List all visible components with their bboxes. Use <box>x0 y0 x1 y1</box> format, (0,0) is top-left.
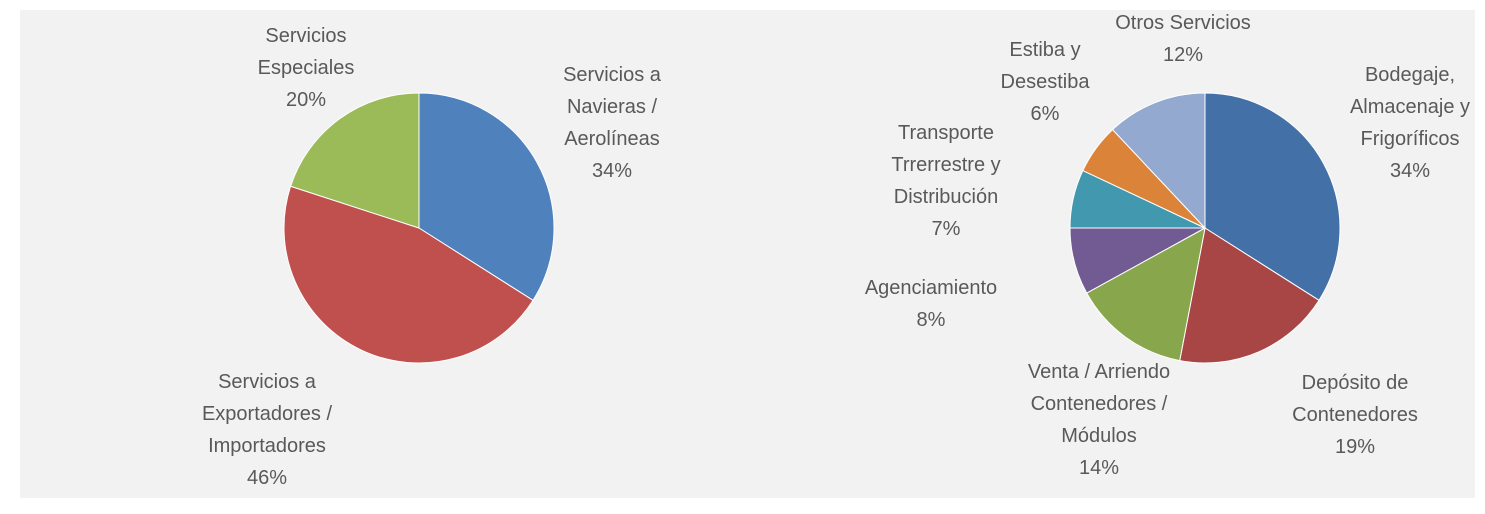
pie-slice <box>1111 92 1206 230</box>
category-label: Servicios a Navieras / Aerolíneas <box>563 64 661 150</box>
value-label: 46% <box>246 467 288 489</box>
pie-slice <box>1086 227 1206 362</box>
value-label: 8% <box>916 309 946 331</box>
value-label: 14% <box>1078 457 1120 479</box>
data-label: Depósito de Contenedores 19% <box>1270 367 1440 463</box>
category-label: Agenciamiento <box>864 277 998 299</box>
data-label: Agenciamiento 8% <box>836 272 1026 336</box>
category-label: Estiba y Desestiba <box>1000 39 1090 93</box>
pie-slice <box>1179 227 1320 364</box>
data-label: Bodegaje, Almacenaje y Frigoríficos 34% <box>1330 59 1485 187</box>
value-label: 20% <box>285 89 327 111</box>
value-label: 34% <box>591 160 633 182</box>
category-label: Depósito de Contenedores <box>1292 372 1418 426</box>
category-label: Servicios Especiales <box>257 25 355 79</box>
value-label: 34% <box>1389 160 1431 182</box>
data-label: Estiba y Desestiba 6% <box>985 34 1105 130</box>
pie-slice <box>289 92 420 229</box>
value-label: 6% <box>1030 103 1060 125</box>
data-label: Servicios a Exportadores / Importadores 4… <box>177 366 357 494</box>
data-label: Transporte Trrerrestre y Distribución 7% <box>871 117 1021 245</box>
value-label: 12% <box>1162 44 1204 66</box>
value-label: 19% <box>1334 436 1376 458</box>
pie-slice <box>1204 92 1341 302</box>
data-label: Otros Servicios 12% <box>1083 7 1283 71</box>
data-label: Servicios a Navieras / Aerolíneas 34% <box>537 59 687 187</box>
category-label: Servicios a Exportadores / Importadores <box>201 371 333 457</box>
data-label: Venta / Arriendo Contenedores / Módulos 1… <box>999 356 1199 484</box>
pie-slice <box>283 185 534 364</box>
pie-slice <box>418 92 555 302</box>
data-label: Servicios Especiales 20% <box>241 20 371 116</box>
category-label: Otros Servicios <box>1115 12 1251 34</box>
category-label: Venta / Arriendo Contenedores / Módulos <box>1027 361 1171 447</box>
value-label: 7% <box>931 218 961 240</box>
category-label: Transporte Trrerrestre y Distribución <box>891 122 1001 208</box>
category-label: Bodegaje, Almacenaje y Frigoríficos <box>1349 64 1471 150</box>
